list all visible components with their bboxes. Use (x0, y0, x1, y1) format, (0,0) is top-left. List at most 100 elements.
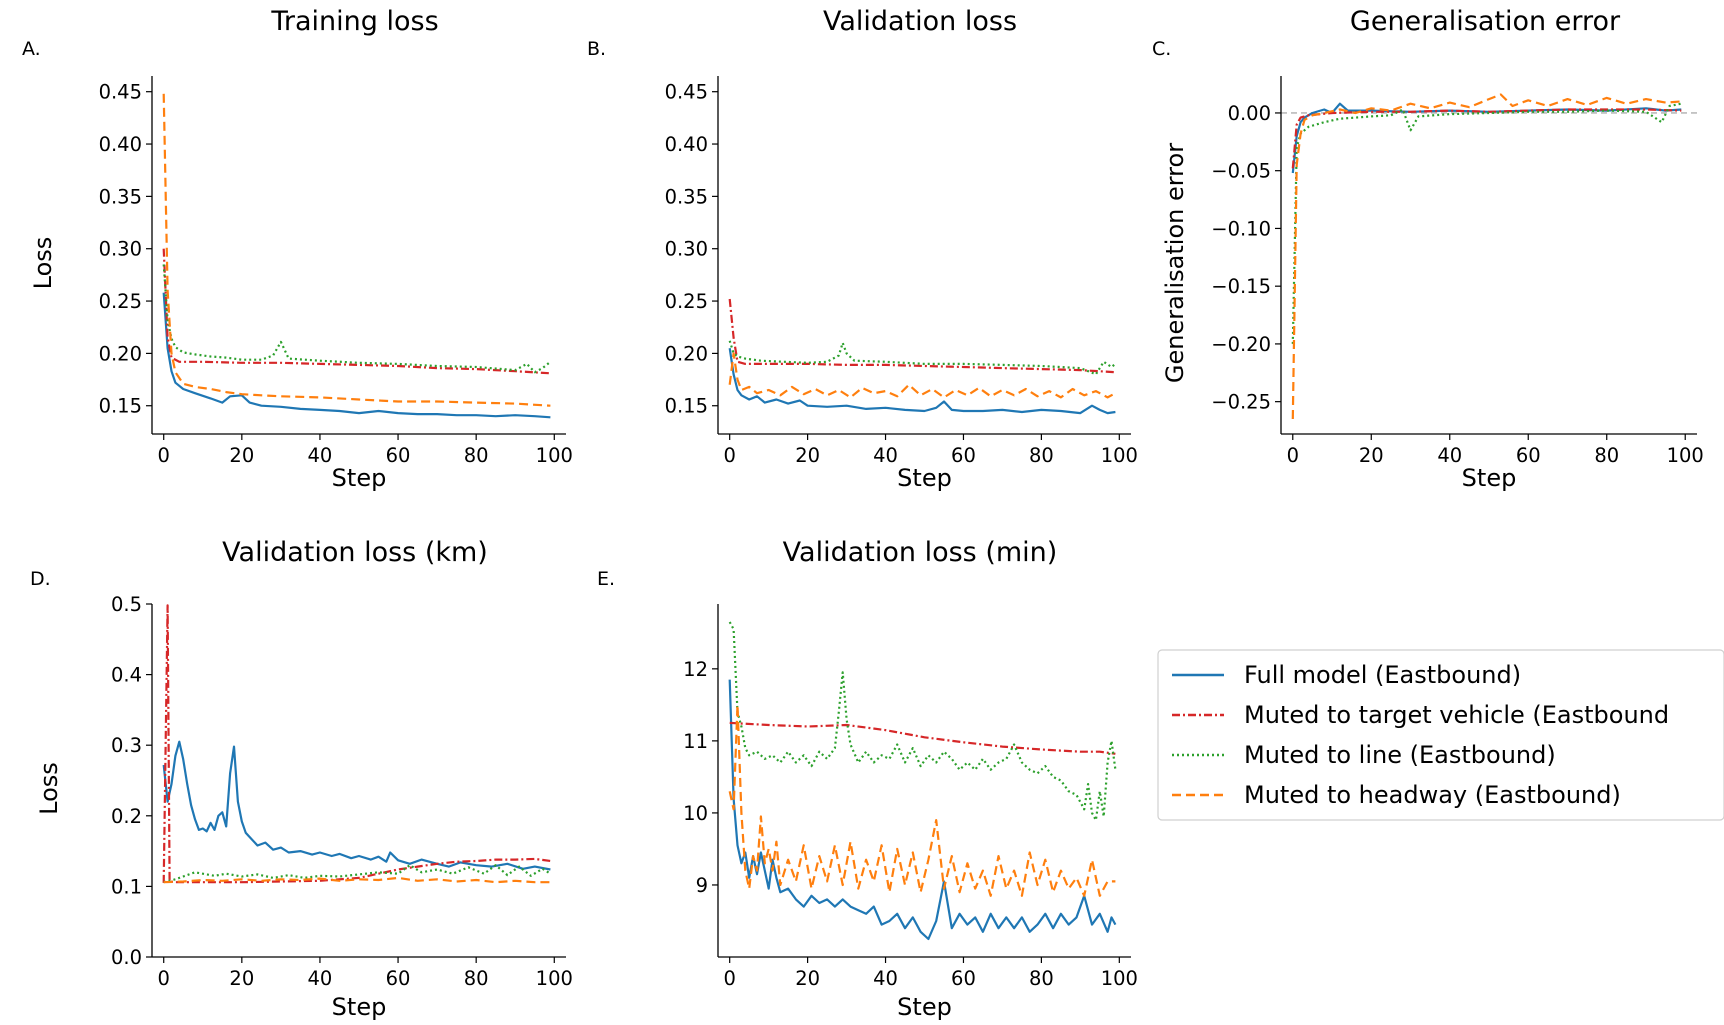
series-line-line (162, 264, 552, 374)
panel-letter: E. (597, 568, 615, 590)
x-tick-label: 0 (723, 967, 735, 990)
y-tick-label: 0.45 (99, 81, 142, 104)
x-axis-label: Step (332, 993, 387, 1021)
series-line-line (728, 340, 1117, 376)
panel-letter: C. (1152, 38, 1171, 60)
series-line-target (162, 604, 551, 884)
x-tick-label: 40 (873, 967, 898, 990)
series-line-target (162, 248, 551, 375)
x-tick-label: 0 (158, 967, 170, 990)
y-tick-label: −0.25 (1211, 391, 1271, 414)
y-tick-label: 0.40 (99, 133, 142, 156)
legend-label-headway: Muted to headway (Eastbound) (1244, 781, 1621, 809)
y-tick-label: 0.4 (111, 664, 142, 687)
x-tick-label: 40 (308, 444, 333, 467)
series-line-full (162, 292, 551, 419)
y-tick-label: 0.15 (99, 395, 142, 418)
series-line-headway (1291, 93, 1682, 420)
y-tick-label: 0.35 (665, 185, 708, 208)
x-tick-label: 60 (386, 444, 411, 467)
x-tick-label: 100 (1667, 444, 1704, 467)
chart-panel-b: Validation loss B. 0 20 40 60 80 100 0.15 0.20 0.2… (587, 6, 1138, 492)
y-tick-label: 0.15 (665, 395, 708, 418)
x-tick-label: 100 (536, 444, 573, 467)
series-line-headway (728, 703, 1116, 897)
x-axis-label: Step (332, 464, 387, 492)
x-tick-label: 60 (386, 967, 411, 990)
y-tick-label: 0.35 (99, 185, 142, 208)
y-tick-label: −0.20 (1211, 333, 1271, 356)
chart-title: Training loss (270, 6, 438, 37)
y-tick-label: 0.20 (99, 342, 142, 365)
y-tick-label: 0.00 (1228, 102, 1271, 125)
y-tick-label: 0.45 (665, 81, 708, 104)
x-tick-label: 0 (723, 444, 735, 467)
x-tick-label: 40 (308, 967, 333, 990)
chart-title: Generalisation error (1350, 6, 1621, 37)
y-axis-label: Loss (29, 237, 57, 290)
x-axis-label: Step (897, 464, 952, 492)
x-tick-label: 0 (1287, 444, 1299, 467)
y-tick-label: 0.20 (665, 342, 708, 365)
x-tick-label: 20 (795, 444, 820, 467)
legend: Full model (Eastbound) Muted to target ve… (1157, 649, 1724, 821)
x-tick-label: 20 (229, 444, 254, 467)
x-tick-label: 20 (795, 967, 820, 990)
legend-frame (1157, 649, 1724, 821)
x-tick-label: 60 (1516, 444, 1541, 467)
series-line-target (729, 721, 1116, 755)
y-tick-label: 0.25 (99, 290, 142, 313)
x-tick-label: 80 (1029, 444, 1054, 467)
x-tick-label: 100 (536, 967, 573, 990)
chart-panel-a: Training loss A. 0 20 40 60 80 100 0.15 0.20 0.25 0… (22, 6, 573, 492)
legend-label-target: Muted to target vehicle (Eastbound (1244, 701, 1669, 729)
x-tick-label: 100 (1101, 967, 1138, 990)
y-tick-label: 0.30 (665, 238, 708, 261)
series-line-line (728, 621, 1117, 822)
chart-title: Validation loss (km) (222, 537, 488, 568)
x-tick-label: 80 (464, 444, 489, 467)
series-line-target (728, 298, 1116, 374)
x-tick-label: 60 (951, 967, 976, 990)
y-tick-label: 12 (683, 658, 708, 681)
y-tick-label: 10 (683, 802, 708, 825)
series-line-target (1291, 108, 1682, 169)
legend-label-full: Full model (Eastbound) (1244, 661, 1521, 689)
series-line-full (162, 740, 551, 871)
x-tick-label: 80 (1029, 967, 1054, 990)
chart-title: Validation loss (823, 6, 1017, 37)
y-axis-label: Generalisation error (1161, 143, 1189, 383)
y-tick-label: 0.0 (111, 946, 142, 969)
x-tick-label: 0 (158, 444, 170, 467)
y-tick-label: 0.5 (111, 593, 142, 616)
panel-letter: B. (587, 38, 606, 60)
x-axis-label: Step (897, 993, 952, 1021)
y-tick-label: 11 (683, 730, 708, 753)
panel-letter: D. (30, 568, 51, 590)
series-line-line (163, 864, 551, 884)
chart-title: Validation loss (min) (783, 537, 1058, 568)
y-tick-label: 0.25 (665, 290, 708, 313)
series-line-headway (163, 876, 551, 884)
x-tick-label: 100 (1101, 444, 1138, 467)
y-tick-label: 0.30 (99, 238, 142, 261)
y-tick-label: −0.10 (1211, 217, 1271, 240)
legend-label-line: Muted to line (Eastbound) (1244, 741, 1556, 769)
y-tick-label: 9 (696, 874, 708, 897)
panel-letter: A. (22, 38, 41, 60)
series-line-line (1291, 102, 1682, 344)
series-line-headway (162, 93, 551, 407)
y-tick-label: −0.05 (1211, 160, 1271, 183)
series-line-full (1291, 102, 1682, 174)
x-tick-label: 40 (1437, 444, 1462, 467)
y-tick-label: 0.40 (665, 133, 708, 156)
y-axis-label: Loss (35, 762, 63, 815)
chart-panel-e: Validation loss (min) E. 0 20 40 60 80 100 9 10 11… (597, 537, 1138, 1021)
series-line-full (728, 679, 1117, 941)
y-tick-label: 0.2 (111, 805, 142, 828)
x-tick-label: 40 (873, 444, 898, 467)
y-tick-label: −0.15 (1211, 275, 1271, 298)
y-tick-label: 0.1 (111, 875, 142, 898)
y-tick-label: 0.3 (111, 734, 142, 757)
